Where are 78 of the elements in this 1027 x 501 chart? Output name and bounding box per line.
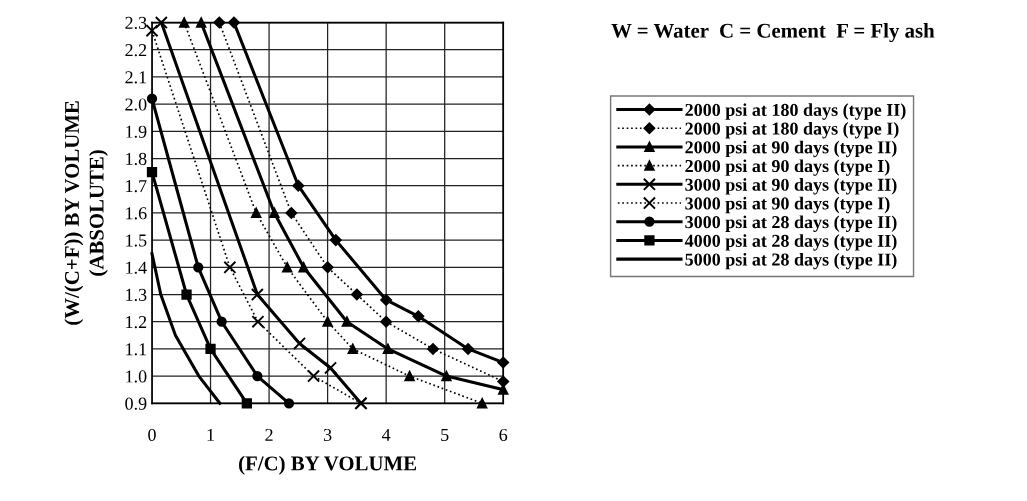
y-tick-label: 1.3: [126, 288, 147, 302]
point: [282, 262, 293, 273]
point: [324, 361, 338, 375]
point: [341, 316, 353, 327]
y-tick-label: 1.6: [126, 207, 147, 220]
y-tick-label: 0.9: [125, 397, 147, 410]
y-tick-label: 2.2: [125, 44, 147, 57]
legend-label: 2000 psi at 90 days (type I): [685, 159, 890, 176]
point: [382, 343, 394, 355]
point: [181, 289, 192, 300]
y-tick-label: 1.2: [126, 316, 147, 329]
y-tick-label: 1.5: [126, 234, 147, 247]
point: [380, 294, 393, 306]
point: [329, 234, 342, 246]
point: [251, 207, 262, 219]
point: [154, 16, 168, 30]
y-tick-label: 1.7: [126, 180, 147, 193]
x-tick-label: 3: [323, 428, 332, 442]
legend-label: 2000 psi at 90 days (type II): [685, 140, 897, 158]
point: [283, 398, 295, 409]
legend-label: 5000 psi at 28 days (type II): [685, 252, 897, 270]
point: [213, 16, 226, 29]
point: [351, 288, 363, 301]
y-axis-title: (W/(C+F)) BY VOLUME (ABSOLUTE): [64, 101, 108, 325]
point: [216, 316, 227, 327]
text: W = Water C = Cement F = Fly ash: [611, 23, 935, 43]
point: [269, 207, 280, 219]
x-tick-label: 1: [207, 428, 214, 441]
point: [412, 310, 425, 323]
point: [322, 316, 333, 327]
point: [250, 287, 264, 302]
point: [193, 262, 204, 273]
point: [462, 343, 474, 355]
point: [252, 370, 263, 382]
y-tick-label: 1.0: [126, 370, 147, 383]
point: [321, 261, 334, 274]
point: [347, 343, 358, 355]
legend-label: 3000 psi at 90 days (type II): [685, 178, 897, 195]
point: [497, 356, 510, 369]
y-tick-label: 1.8: [126, 152, 147, 166]
y-tick-label: 1.9: [126, 125, 147, 138]
point: [497, 375, 510, 388]
point: [285, 207, 298, 219]
x-tick-label: 5: [441, 429, 449, 442]
point: [404, 370, 415, 382]
x-tick-label: 0: [148, 428, 156, 442]
y-tick-label: 1.1: [126, 343, 147, 356]
legend-label: 4000 psi at 28 days (type II): [684, 234, 897, 251]
point: [292, 179, 305, 192]
x-tick-label: 2: [265, 428, 273, 441]
point: [307, 369, 321, 383]
point: [146, 166, 158, 178]
point: [145, 24, 159, 38]
legend-label: 3000 psi at 28 days (type II): [685, 215, 897, 232]
point: [477, 398, 488, 409]
x-axis-title: (F/C) BY VOLUME: [239, 455, 417, 475]
point: [251, 315, 265, 329]
legend-label: 2000 psi at 180 days (type I): [685, 122, 899, 139]
x-tick-label: 6: [499, 428, 508, 442]
point: [380, 315, 393, 328]
point: [223, 260, 237, 274]
point: [427, 343, 439, 355]
legend-label: 3000 psi at 90 days (type I): [685, 196, 890, 214]
point: [298, 262, 309, 273]
point: [292, 336, 307, 350]
y-tick-label: 2.0: [125, 98, 147, 111]
point: [179, 17, 190, 28]
point: [205, 343, 216, 355]
point: [441, 370, 452, 382]
point: [241, 398, 252, 409]
legend-label: 2000 psi at 180 days (type II): [685, 103, 906, 120]
point: [196, 17, 207, 28]
point: [146, 93, 158, 104]
point: [228, 16, 240, 29]
y-tick-label: 2.1: [125, 71, 147, 84]
y-tick-label: 2.3: [125, 16, 147, 30]
x-tick-label: 4: [381, 428, 391, 441]
y-tick-label: 1.4: [126, 261, 147, 274]
